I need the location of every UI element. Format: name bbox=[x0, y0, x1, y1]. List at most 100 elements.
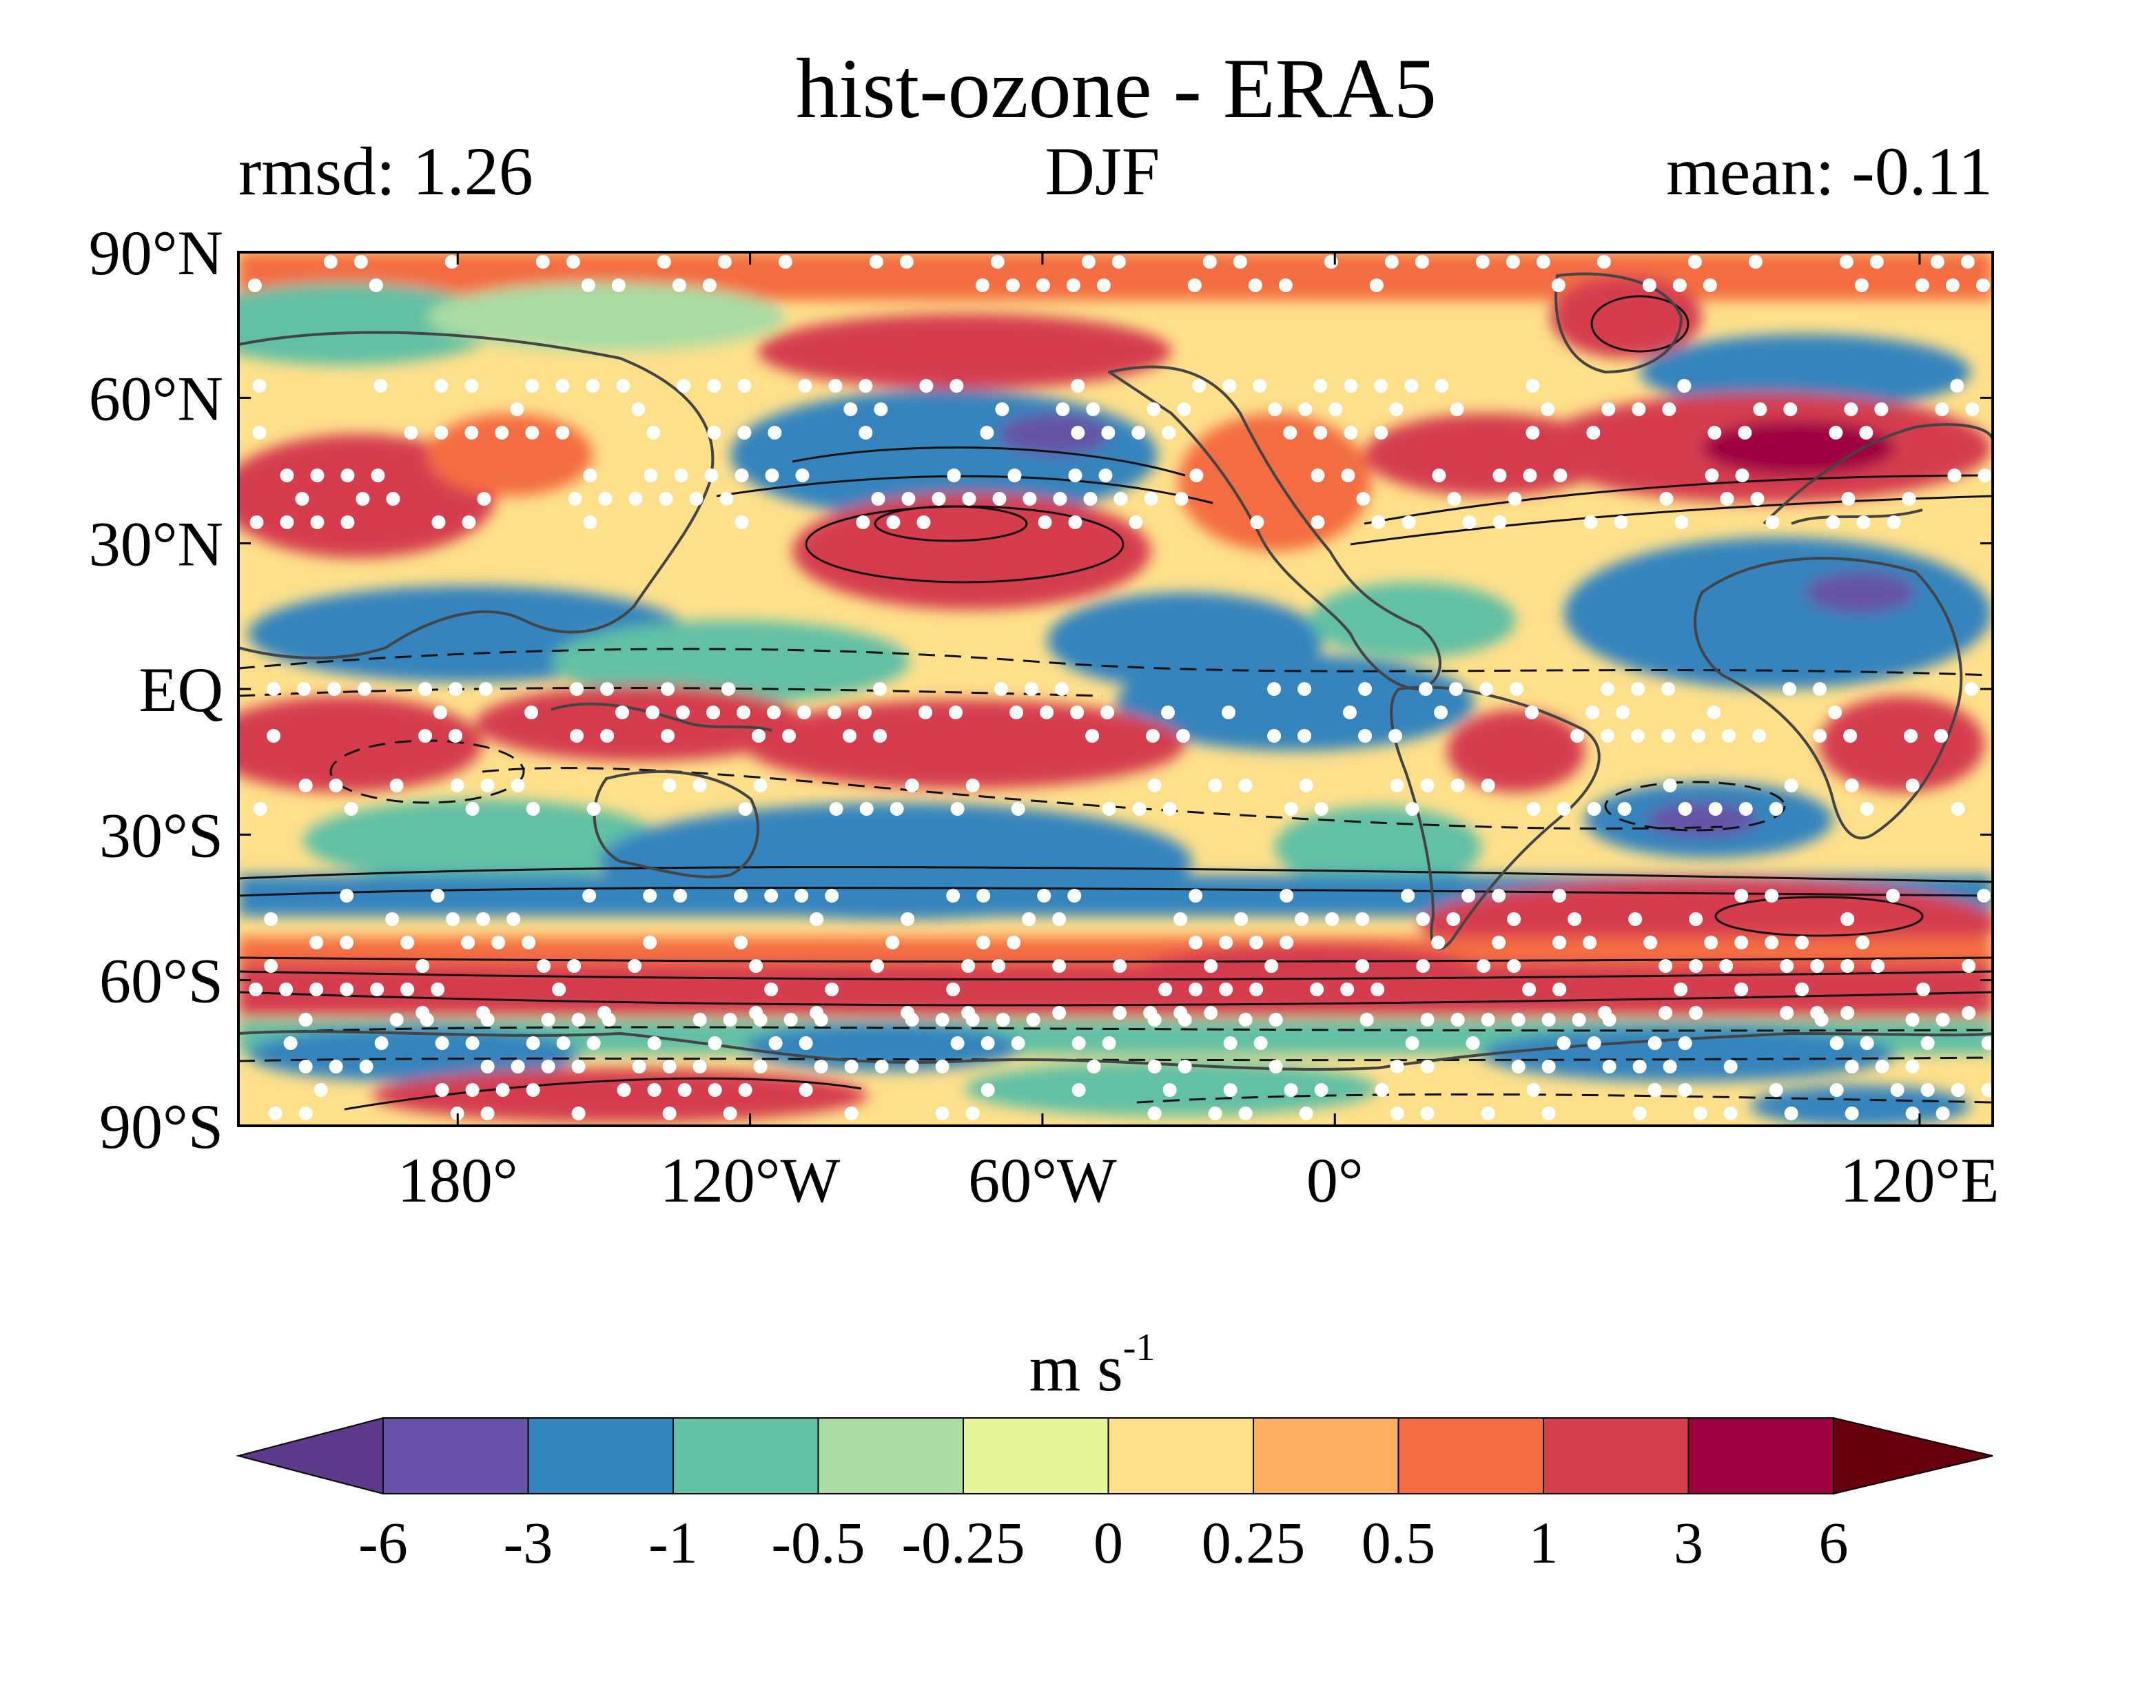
stipple-dot bbox=[901, 912, 915, 926]
stipple-dot bbox=[1936, 1107, 1950, 1120]
stipple-dot bbox=[1055, 682, 1069, 696]
stipple-dot bbox=[1845, 1107, 1859, 1120]
stipple-dot bbox=[1111, 255, 1126, 269]
latitude-axis: 90°N 60°N 30°N EQ 30°S 60°S 90°S bbox=[89, 218, 1994, 1162]
stipple-dot bbox=[1096, 278, 1111, 292]
stipple-dot bbox=[975, 278, 989, 292]
stipple-dot bbox=[981, 1036, 995, 1050]
stipple-dot bbox=[1036, 278, 1050, 292]
stipple-dot bbox=[1081, 255, 1096, 269]
stipple-dot bbox=[1359, 1013, 1374, 1027]
stipple-dot bbox=[1845, 779, 1859, 792]
stipple-dot bbox=[1284, 1083, 1298, 1097]
colorbar-labels: -6 -3 -1 -0.5 -0.25 0 0.25 0.5 1 3 6 bbox=[358, 1510, 1848, 1576]
stipple-dot bbox=[1374, 426, 1388, 440]
stipple-dot bbox=[1859, 426, 1873, 440]
stipple-dot bbox=[704, 469, 719, 482]
stipple-dot bbox=[1614, 515, 1628, 529]
contour-solid bbox=[874, 505, 1028, 542]
stipple-dot bbox=[643, 936, 657, 949]
stipple-dot bbox=[946, 889, 961, 903]
stipple-dot bbox=[798, 379, 812, 393]
stipple-dot bbox=[661, 729, 675, 743]
stipple-dot bbox=[1492, 515, 1507, 529]
stipple-dot bbox=[764, 982, 779, 996]
stipple-dot bbox=[1586, 426, 1601, 440]
stipple-dot bbox=[1071, 1083, 1086, 1097]
stipple-dot bbox=[386, 492, 400, 506]
coastline-indonesia bbox=[551, 702, 772, 732]
stipple-dot bbox=[753, 1013, 768, 1027]
stipple-dot bbox=[525, 426, 540, 440]
stipple-dot bbox=[1840, 959, 1855, 973]
stipple-dot bbox=[1663, 1060, 1677, 1073]
stipple-dot bbox=[905, 1060, 919, 1073]
coastline-greenland bbox=[1554, 272, 1683, 373]
coastlines bbox=[238, 272, 1993, 1071]
stipple-dot bbox=[1447, 492, 1461, 506]
colorbar-box bbox=[1543, 1417, 1690, 1494]
stipple-dot bbox=[511, 1060, 525, 1073]
stipple-dot bbox=[581, 278, 595, 292]
stipple-dot bbox=[783, 1013, 798, 1027]
stipple-dot bbox=[992, 959, 1006, 973]
stipple-dot bbox=[1311, 469, 1325, 482]
stipple-dot bbox=[1147, 1107, 1162, 1120]
stipple-dot bbox=[965, 1107, 980, 1120]
contour-dashed bbox=[238, 1056, 1993, 1062]
contour-solid bbox=[344, 1077, 862, 1111]
stipple-dot bbox=[479, 682, 493, 696]
stipple-dot bbox=[1204, 1006, 1218, 1020]
stipple-dot bbox=[843, 729, 857, 743]
stipple-dot bbox=[400, 936, 415, 949]
stipple-dot bbox=[1011, 802, 1025, 816]
stipple-dot bbox=[1647, 1036, 1662, 1050]
colorbar-box bbox=[1397, 1417, 1544, 1494]
stipple-dot bbox=[976, 936, 991, 949]
stipple-dot bbox=[947, 469, 961, 482]
stipple-dot bbox=[356, 492, 370, 506]
stipple-dot bbox=[598, 492, 613, 506]
stipple-dot bbox=[1552, 889, 1567, 903]
stipple-dot bbox=[1189, 889, 1203, 903]
stipple-dot bbox=[1707, 426, 1722, 440]
stipple-dot bbox=[706, 706, 721, 719]
stipple-dot bbox=[886, 515, 901, 529]
stipple-dot bbox=[1525, 706, 1539, 719]
stipple-dot bbox=[1526, 379, 1540, 393]
stipple-dot bbox=[1750, 492, 1765, 506]
stipple-dot bbox=[646, 426, 661, 440]
stipple-dot bbox=[859, 379, 873, 393]
stipple-dot bbox=[522, 936, 536, 949]
stipple-dot bbox=[950, 802, 965, 816]
longitude-axis: 120°E 180° 120°W 60°W 0° bbox=[398, 251, 1999, 1215]
stipple-dot bbox=[1264, 959, 1279, 973]
stipple-dot bbox=[965, 1013, 980, 1027]
stipple-dot bbox=[782, 729, 797, 743]
stipple-dot bbox=[298, 1013, 313, 1027]
colorbar-level-label: -0.5 bbox=[771, 1510, 865, 1576]
stipple-dot bbox=[464, 426, 479, 440]
stipple-dot bbox=[1947, 469, 1962, 482]
stipple-dot bbox=[541, 1060, 555, 1073]
stipple-dot bbox=[570, 682, 584, 696]
stipple-dot bbox=[1839, 255, 1854, 269]
stipple-dot bbox=[252, 379, 267, 393]
stipple-dot bbox=[646, 706, 660, 719]
stipple-dot bbox=[552, 982, 566, 996]
stipple-dot bbox=[1826, 515, 1840, 529]
colorbar-box bbox=[673, 1417, 819, 1494]
stipple-dot bbox=[1541, 1060, 1556, 1073]
stipple-dot bbox=[1370, 982, 1385, 996]
stipple-dot bbox=[568, 492, 582, 506]
stipple-dot bbox=[1233, 255, 1247, 269]
stipple-dot bbox=[1355, 912, 1370, 926]
stipple-dot bbox=[1434, 706, 1448, 719]
stipple-dot bbox=[708, 1083, 722, 1097]
stipple-dot bbox=[1283, 426, 1297, 440]
stipple-dot bbox=[431, 515, 446, 529]
stipple-dot bbox=[1222, 379, 1237, 393]
mean-label: mean: -0.11 bbox=[1666, 133, 1993, 209]
stipple-dot bbox=[1269, 1060, 1283, 1073]
colorbar-box bbox=[382, 1417, 529, 1494]
